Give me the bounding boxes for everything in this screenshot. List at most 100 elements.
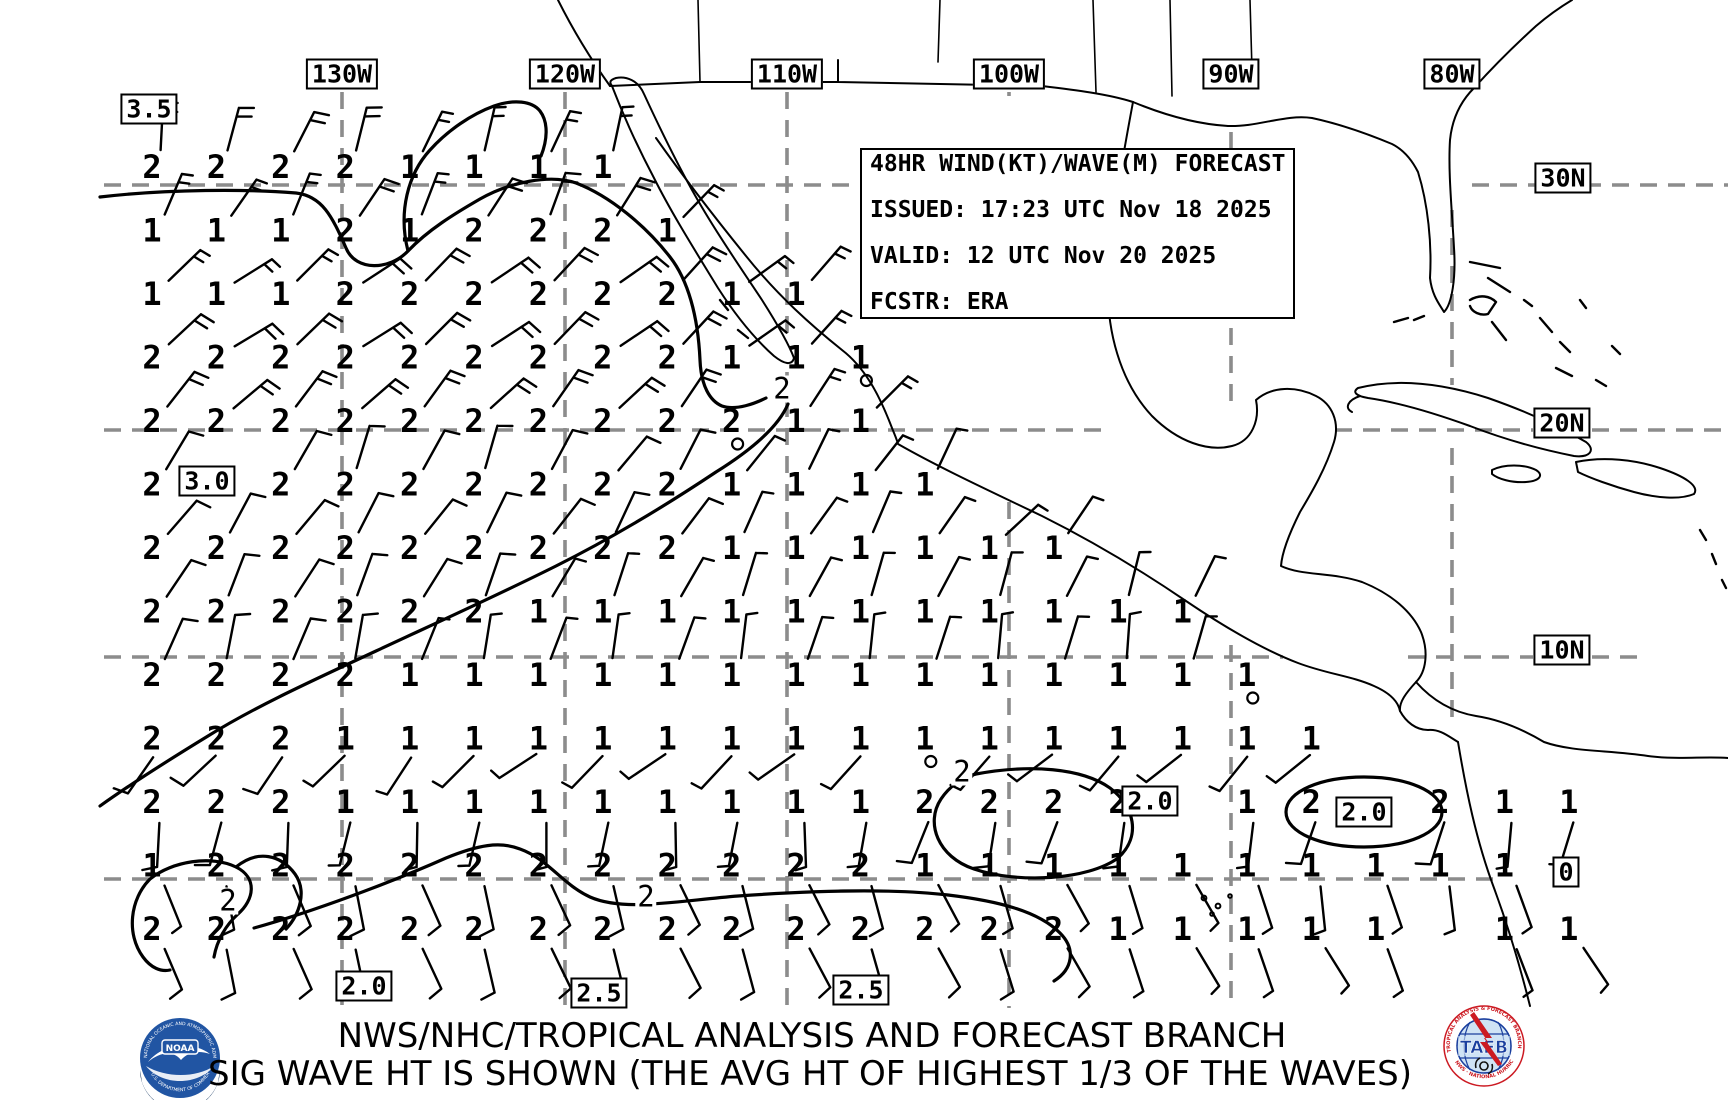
wind-barb-icon: [617, 435, 662, 472]
wave-height-value: 2: [786, 910, 805, 948]
wave-height-value: 1: [1173, 847, 1192, 885]
wind-barb-icon: [226, 106, 256, 152]
wave-height-value: 2: [142, 783, 161, 821]
wind-barb-icon: [550, 947, 573, 1000]
wave-height-value: 1: [722, 529, 741, 567]
wind-barb-icon: [679, 884, 701, 936]
wind-barb-icon: [738, 884, 755, 938]
wind-barb-icon: [420, 616, 451, 661]
wave-height-value: 1: [142, 275, 161, 313]
southamerica-west-coastline: [1457, 741, 1531, 1007]
wind-barb-icon: [327, 821, 352, 867]
wave-height-value: 2: [207, 783, 226, 821]
wave-contour-south-blob: [932, 767, 1135, 880]
longitude-label: 120W: [528, 58, 602, 90]
wave-height-value: 2: [1302, 783, 1321, 821]
wave-height-value: 1: [400, 212, 419, 250]
wave-height-value: 1: [786, 339, 805, 377]
wave-height-value: 1: [980, 593, 999, 631]
wave-height-value: 2: [593, 529, 612, 567]
wave-height-value: 1: [529, 148, 548, 186]
wave-height-value: 1: [1237, 656, 1256, 694]
wind-barb-icon: [619, 320, 670, 347]
wind-barb-icon: [349, 885, 366, 938]
wave-height-value: 2: [336, 529, 355, 567]
footer-sigwave-text: SIG WAVE HT IS SHOWN (THE AVG HT OF HIGH…: [208, 1054, 1412, 1094]
wave-height-value: 2: [400, 910, 419, 948]
wave-height-value: 2: [336, 339, 355, 377]
wind-barb-icon: [846, 821, 868, 869]
wave-height-value: 1: [207, 275, 226, 313]
wave-height-value: 1: [1173, 593, 1192, 631]
wind-barb-icon: [490, 320, 542, 348]
wave-height-value: 2: [400, 466, 419, 504]
wave-height-value: 2: [464, 275, 483, 313]
wave-height-value: 1: [658, 783, 677, 821]
calm-wind-icon: [859, 373, 874, 388]
wave-height-value: 2: [529, 339, 548, 377]
wind-barb-icon: [609, 885, 625, 938]
wave-height-boxed-label: 2.0: [1121, 785, 1179, 817]
wind-barb-icon: [1125, 610, 1142, 660]
wind-barb-icon: [810, 245, 852, 282]
wind-barb-icon: [232, 378, 281, 410]
wind-barb-icon: [362, 257, 413, 284]
wave-height-value: 1: [400, 783, 419, 821]
wave-height-value: 1: [336, 783, 355, 821]
wind-barb-icon: [193, 821, 223, 867]
wind-barb-icon: [716, 821, 739, 868]
wind-barb-icon: [972, 821, 997, 870]
wind-barb-icon: [112, 756, 155, 795]
wave-height-value: 1: [915, 593, 934, 631]
wind-barb-icon: [422, 557, 463, 598]
wave-height-value: 1: [1173, 656, 1192, 694]
wind-barb-icon: [690, 755, 733, 790]
wave-height-value: 2: [529, 847, 548, 885]
wave-height-value: 1: [722, 656, 741, 694]
wave-height-value: 2: [400, 847, 419, 885]
wave-height-value: 2: [529, 275, 548, 313]
wind-barb-icon: [612, 105, 635, 152]
wave-height-value: 1: [786, 656, 805, 694]
wave-height-value: 1: [1044, 529, 1063, 567]
wind-barb-icon: [808, 884, 831, 936]
wind-barb-icon: [141, 821, 161, 872]
wave-height-value: 2: [464, 847, 483, 885]
wind-barb-icon: [553, 311, 600, 346]
wave-height-value: 2: [464, 529, 483, 567]
wave-height-value: 1: [1173, 720, 1192, 758]
wind-barb-icon: [748, 254, 795, 284]
wind-barb-icon: [1065, 555, 1099, 597]
wind-barb-icon: [424, 498, 468, 535]
wind-barb-icon: [748, 319, 796, 347]
wind-barb-icon: [423, 369, 466, 408]
wave-height-value: 1: [851, 783, 870, 821]
wind-barb-icon: [681, 497, 724, 535]
wave-height-value: 1: [658, 720, 677, 758]
wind-barb-icon: [999, 884, 1014, 936]
wind-barb-icon: [404, 821, 419, 871]
wind-barb-icon: [1257, 884, 1274, 935]
wave-height-value: 2: [336, 275, 355, 313]
hispaniola-coastline: [1575, 458, 1697, 499]
wind-barb-icon: [357, 491, 395, 534]
latitude-label: 10N: [1533, 634, 1591, 666]
wave-height-value: 1: [142, 212, 161, 250]
wind-barb-icon: [167, 248, 211, 282]
wave-height-value: 2: [142, 656, 161, 694]
wave-height-value: 1: [980, 720, 999, 758]
wind-barb-icon: [937, 947, 962, 999]
wave-height-value: 2: [207, 529, 226, 567]
wave-height-value: 1: [1108, 656, 1127, 694]
wave-height-value: 1: [207, 212, 226, 250]
wave-height-value: 2: [336, 656, 355, 694]
wind-barb-icon: [424, 311, 472, 346]
wave-height-value: 1: [529, 593, 548, 631]
wind-barb-icon: [553, 246, 599, 282]
wave-contour-oval-east: [1284, 775, 1444, 849]
wind-barb-icon: [431, 754, 475, 789]
us-state-borders: [697, 0, 1253, 97]
wind-barb-icon: [490, 752, 538, 780]
wind-barb-icon: [819, 755, 862, 791]
wave-height-value: 1: [1108, 593, 1127, 631]
